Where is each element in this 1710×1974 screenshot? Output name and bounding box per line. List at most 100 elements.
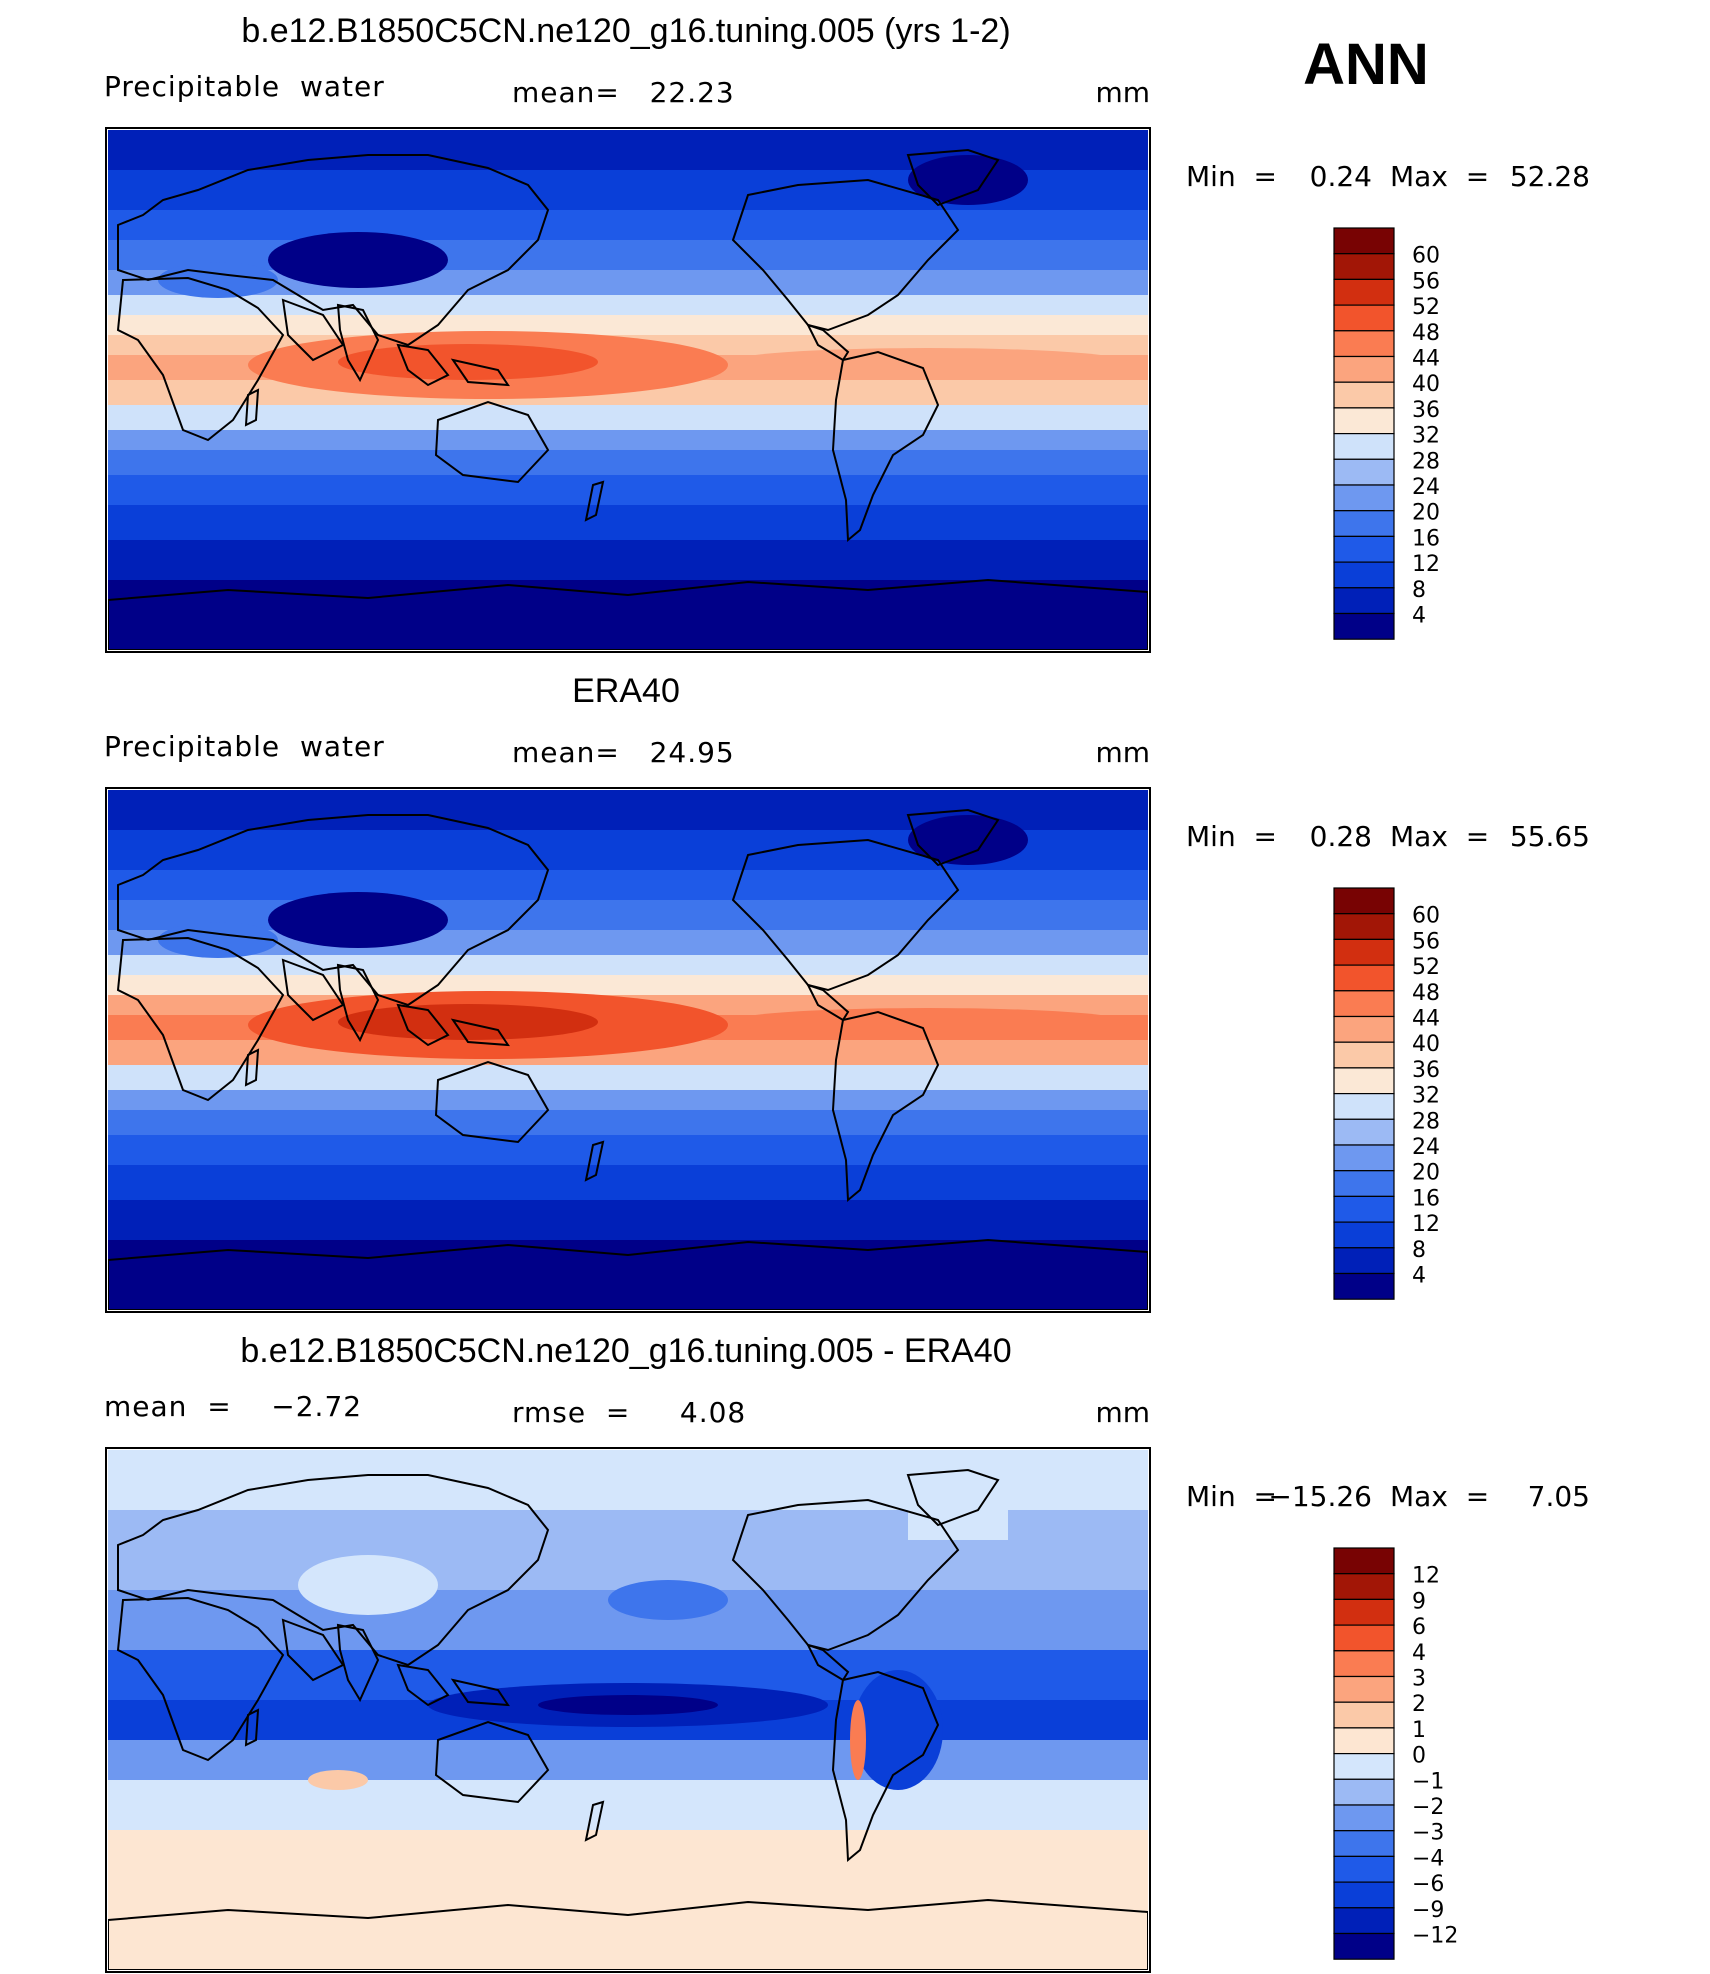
max-value: 52.28 [1510, 160, 1590, 193]
colorbar-swatch [1333, 1778, 1395, 1806]
colorbar-label: −3 [1412, 1821, 1444, 1846]
colorbar-swatch [1333, 1881, 1395, 1909]
colorbar-swatch [1333, 1650, 1395, 1678]
colorbar-swatch [1333, 938, 1395, 966]
mean-label: mean= 22.23 [512, 76, 735, 109]
variable-label: mean = −2.72 [104, 1390, 362, 1423]
colorbar-label: 12 [1412, 1564, 1440, 1589]
colorbar-label: 56 [1412, 929, 1440, 954]
units-label: mm [1095, 76, 1150, 109]
colorbar-swatch [1333, 887, 1395, 915]
colorbar-swatch [1333, 1701, 1395, 1729]
max-value: 7.05 [1528, 1480, 1590, 1513]
colorbar-label: 4 [1412, 604, 1426, 629]
colorbar-swatch [1333, 407, 1395, 435]
colorbar-label: 6 [1412, 1615, 1426, 1640]
colorbar-swatch [1333, 1752, 1395, 1780]
colorbar-swatch [1333, 458, 1395, 486]
colorbar-label: 24 [1412, 475, 1440, 500]
variable-label: Precipitable water [104, 730, 385, 763]
max-label: Max = [1390, 160, 1489, 193]
colorbar-swatch [1333, 1907, 1395, 1935]
colorbar-label: 32 [1412, 424, 1440, 449]
map-obs [108, 790, 1148, 1310]
max-label: Max = [1390, 820, 1489, 853]
panel-title: b.e12.B1850C5CN.ne120_g16.tuning.005 (yr… [241, 12, 1010, 50]
panel-obs: ERA40 Precipitable water mean= 24.95 mm Min … [104, 672, 1590, 1313]
colorbar-label: 48 [1412, 981, 1440, 1006]
colorbar-label: 8 [1412, 578, 1426, 603]
colorbar-label: 48 [1412, 321, 1440, 346]
colorbar-swatch [1333, 535, 1395, 563]
colorbar-label: 16 [1412, 526, 1440, 551]
colorbar-label: −9 [1412, 1898, 1444, 1923]
units-label: mm [1095, 1396, 1150, 1429]
colorbar-swatch [1333, 1830, 1395, 1857]
panel-model: b.e12.B1850C5CN.ne120_g16.tuning.005 (yr… [104, 12, 1590, 653]
colorbar-label: 44 [1412, 347, 1440, 372]
colorbar-swatch [1333, 1855, 1395, 1883]
colorbar-label: −1 [1412, 1769, 1444, 1794]
colorbar-swatch [1333, 1547, 1395, 1575]
colorbar-label: 28 [1412, 1109, 1440, 1134]
units-label: mm [1095, 736, 1150, 769]
max-label: Max = [1390, 1480, 1489, 1513]
colorbar-swatch [1333, 1804, 1395, 1832]
colorbar-label: 60 [1412, 244, 1440, 269]
colorbar-swatch [1333, 1170, 1395, 1197]
colorbar-swatch [1333, 1727, 1395, 1755]
colorbar-swatch [1333, 587, 1395, 615]
colorbar-label: 2 [1412, 1692, 1426, 1717]
colorbar-label: 20 [1412, 1161, 1440, 1186]
mean-label: mean= 24.95 [512, 736, 735, 769]
colorbar-swatch [1333, 1247, 1395, 1275]
colorbar-label: 60 [1412, 904, 1440, 929]
colorbar-label: 36 [1412, 1058, 1440, 1083]
colorbar-label: 8 [1412, 1238, 1426, 1263]
variable-label: Precipitable water [104, 70, 385, 103]
min-value: −15.26 [1268, 1480, 1372, 1513]
colorbar-label: 24 [1412, 1135, 1440, 1160]
colorbar-swatch [1333, 355, 1395, 383]
map-model [108, 130, 1148, 650]
colorbar-label: 32 [1412, 1084, 1440, 1109]
colorbar-swatch [1333, 510, 1395, 538]
colorbar-swatch [1333, 612, 1395, 640]
colorbar-label: 52 [1412, 295, 1440, 320]
colorbar-label: −4 [1412, 1846, 1444, 1871]
colorbar-label: 12 [1412, 552, 1440, 577]
min-label: Min = [1186, 820, 1277, 853]
colorbar-label: −6 [1412, 1872, 1444, 1897]
colorbar-label: 28 [1412, 449, 1440, 474]
colorbar-swatch [1333, 1272, 1395, 1300]
colorbar-swatch [1333, 1015, 1395, 1043]
min-value: 0.24 [1310, 160, 1372, 193]
colorbar-label: 4 [1412, 1641, 1426, 1666]
colorbar-swatch [1333, 1144, 1395, 1172]
min-label: Min = [1186, 1480, 1277, 1513]
colorbar-swatch [1333, 433, 1395, 460]
colorbar-swatch [1333, 381, 1395, 409]
colorbar-swatch [1333, 1041, 1395, 1069]
colorbar-label: −2 [1412, 1795, 1444, 1820]
colorbar-label: 1 [1412, 1718, 1426, 1743]
colorbar-label: 9 [1412, 1589, 1426, 1614]
panel-diff: b.e12.B1850C5CN.ne120_g16.tuning.005 - E… [104, 1332, 1590, 1973]
colorbar-label: 3 [1412, 1667, 1426, 1692]
colorbar-swatch [1333, 1092, 1395, 1120]
colorbar-label: 44 [1412, 1007, 1440, 1032]
colorbar-label: 40 [1412, 372, 1440, 397]
colorbar-label: 4 [1412, 1264, 1426, 1289]
panel-title: b.e12.B1850C5CN.ne120_g16.tuning.005 - E… [240, 1332, 1011, 1370]
colorbar-label: 40 [1412, 1032, 1440, 1057]
colorbar-label: −12 [1412, 1924, 1458, 1949]
colorbar-label: 20 [1412, 501, 1440, 526]
colorbar-swatch [1333, 278, 1395, 306]
colorbar-swatch [1333, 1624, 1395, 1652]
panel-title: ERA40 [572, 672, 680, 710]
colorbar-swatch [1333, 484, 1395, 512]
colorbar-swatch [1333, 1221, 1395, 1249]
